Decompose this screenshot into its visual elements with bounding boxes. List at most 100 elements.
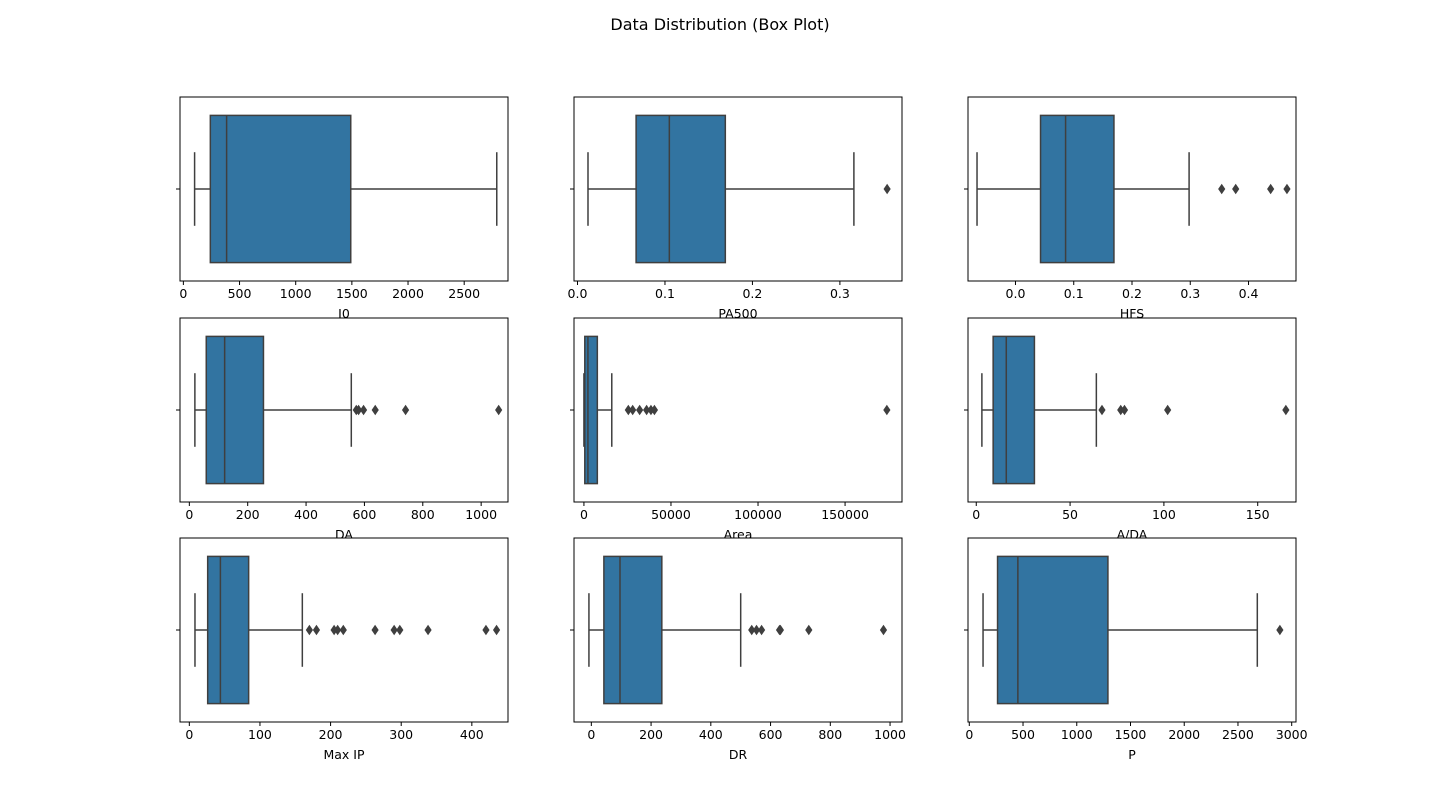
x-tick-label: 100 xyxy=(248,727,272,742)
outlier-point xyxy=(883,183,891,195)
x-tick-label: 3000 xyxy=(1276,727,1308,742)
iqr-box xyxy=(992,335,1036,485)
iqr-box xyxy=(603,555,663,705)
x-tick-label: 1000 xyxy=(874,727,906,742)
outlier-point xyxy=(1232,183,1240,195)
x-tick-label: 500 xyxy=(228,286,252,301)
x-axis-label: I0 xyxy=(338,306,350,321)
figure-title: Data Distribution (Box Plot) xyxy=(610,15,829,34)
axes-frame xyxy=(967,317,1297,503)
x-tick-label: 0.2 xyxy=(742,286,762,301)
x-tick-label: 200 xyxy=(639,727,663,742)
outlier-point xyxy=(624,404,632,416)
outlier-point xyxy=(1282,404,1290,416)
outlier-point xyxy=(492,624,501,636)
x-tick-label: 1500 xyxy=(336,286,368,301)
x-axis-label: HFS xyxy=(1120,306,1144,321)
x-tick-label: 0.3 xyxy=(830,286,850,301)
iqr-box xyxy=(1039,114,1115,264)
iqr-box xyxy=(209,114,352,264)
iqr-box xyxy=(635,114,727,264)
x-tick-label: 100000 xyxy=(734,507,782,522)
outlier-point xyxy=(1283,183,1291,195)
outlier-point xyxy=(776,624,785,636)
outlier-point xyxy=(334,624,342,636)
x-tick-label: 1000 xyxy=(280,286,312,301)
outlier-point xyxy=(650,404,659,416)
outlier-point xyxy=(1276,624,1284,636)
outlier-point xyxy=(354,404,363,416)
axes-frame xyxy=(179,537,509,723)
axes-frame xyxy=(573,96,903,282)
outlier-point xyxy=(495,404,503,416)
x-tick-label: 1000 xyxy=(465,507,497,522)
outlier-point xyxy=(1098,404,1106,416)
outlier-point xyxy=(339,624,347,636)
iqr-box xyxy=(205,335,265,485)
x-tick-label: 0 xyxy=(179,286,187,301)
x-tick-label: 2500 xyxy=(448,286,480,301)
x-tick-label: 1000 xyxy=(1061,727,1093,742)
x-tick-label: 150000 xyxy=(821,507,869,522)
outlier-point xyxy=(359,404,368,416)
axes-frame xyxy=(967,537,1297,723)
outlier-point xyxy=(305,624,313,636)
outlier-point xyxy=(401,404,410,416)
x-tick-label: 0 xyxy=(587,727,595,742)
x-axis-label: PA500 xyxy=(718,306,757,321)
x-tick-label: 2000 xyxy=(1168,727,1200,742)
panel-8: 0 200 400 600 800 1000 DR xyxy=(570,537,906,762)
axes-frame xyxy=(573,317,903,503)
panel-7: 0 100 200 300 400 Max IP xyxy=(176,537,509,762)
x-tick-label: 0 xyxy=(580,507,588,522)
x-tick-label: 0.1 xyxy=(1064,286,1084,301)
iqr-box xyxy=(584,335,599,485)
outlier-point xyxy=(752,624,761,636)
x-tick-label: 0.2 xyxy=(1122,286,1142,301)
x-tick-label: 400 xyxy=(294,507,318,522)
outlier-point xyxy=(371,624,379,636)
x-tick-label: 100 xyxy=(1152,507,1176,522)
outlier-point xyxy=(1117,404,1125,416)
x-tick-label: 0.4 xyxy=(1239,286,1259,301)
outlier-point xyxy=(482,624,490,636)
outlier-point xyxy=(1218,183,1226,195)
x-tick-label: 0.0 xyxy=(568,286,588,301)
outlier-point xyxy=(424,624,432,636)
outlier-point xyxy=(312,624,321,636)
outlier-point xyxy=(757,624,766,636)
x-tick-label: 600 xyxy=(759,727,783,742)
iqr-box xyxy=(206,555,250,705)
x-tick-label: 600 xyxy=(352,507,376,522)
x-tick-label: 1500 xyxy=(1115,727,1147,742)
x-tick-label: 50 xyxy=(1062,507,1078,522)
outlier-point xyxy=(629,404,637,416)
outlier-point xyxy=(1120,404,1129,416)
outlier-point xyxy=(1267,183,1275,195)
x-tick-label: 800 xyxy=(818,727,842,742)
outlier-point xyxy=(883,404,891,416)
panel-1: 0 500 1000 1500 2000 2500 I0 xyxy=(176,96,509,321)
outlier-point xyxy=(396,624,404,636)
x-tick-label: 0 xyxy=(965,727,973,742)
panel-3: 0.0 0.1 0.2 0.3 0.4 HFS xyxy=(964,96,1297,321)
axes-background xyxy=(574,318,902,502)
x-axis-label: DR xyxy=(729,747,748,762)
outlier-point xyxy=(636,404,644,416)
x-tick-label: 0 xyxy=(972,507,980,522)
x-tick-label: 800 xyxy=(411,507,435,522)
x-tick-label: 500 xyxy=(1011,727,1035,742)
x-axis-label: P xyxy=(1128,747,1136,762)
outlier-point xyxy=(642,404,651,416)
x-tick-label: 300 xyxy=(389,727,413,742)
outlier-point xyxy=(371,404,379,416)
x-tick-label: 200 xyxy=(236,507,260,522)
iqr-box xyxy=(996,555,1109,705)
outlier-point xyxy=(1164,404,1172,416)
panel-9: 0 500 1000 1500 2000 2500 3000 P xyxy=(964,537,1308,762)
x-tick-label: 400 xyxy=(699,727,723,742)
axes-frame xyxy=(179,96,509,282)
